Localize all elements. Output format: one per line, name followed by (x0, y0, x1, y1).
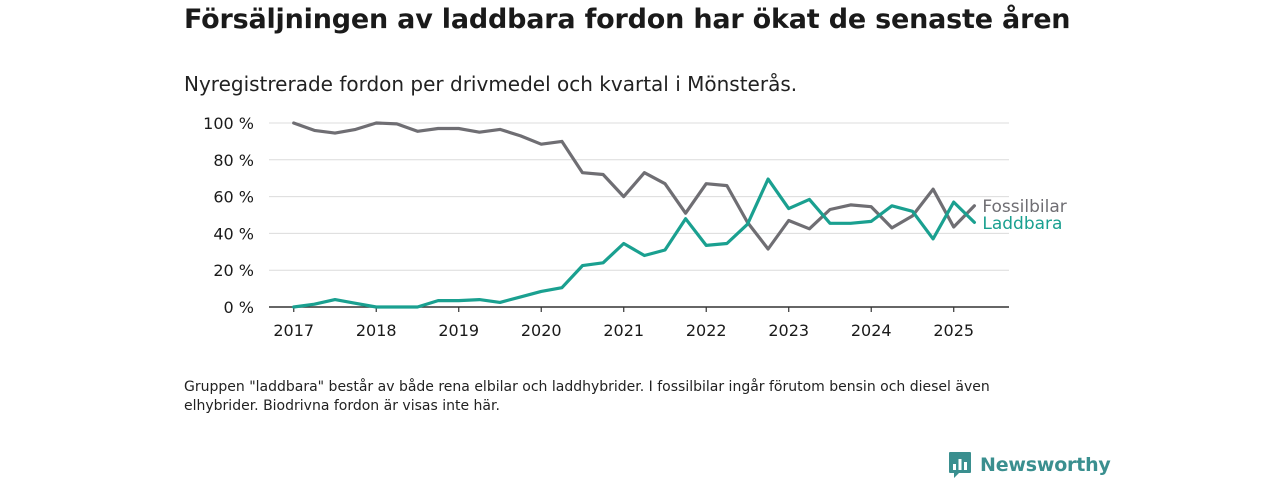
chart-title: Försäljningen av laddbara fordon har öka… (184, 4, 1071, 35)
y-tick-label: 80 % (213, 151, 254, 170)
y-axis-ticks: 0 % 20 % 40 % 60 % 80 % 100 % (203, 114, 254, 317)
y-tick-label: 100 % (203, 114, 254, 133)
x-tick-label: 2025 (933, 321, 974, 340)
x-axis: 2017 2018 2019 2020 2021 2022 2023 2024 2025 (269, 306, 1009, 340)
x-tick-label: 2021 (603, 321, 644, 340)
gridlines (269, 122, 1009, 271)
y-tick-label: 0 % (224, 298, 254, 317)
chart-subtitle: Nyregistrerade fordon per drivmedel och … (184, 72, 798, 96)
y-tick-label: 20 % (213, 261, 254, 280)
x-tick-label: 2017 (273, 321, 314, 340)
chart-bubble-icon (949, 452, 971, 478)
series-label-laddbara: Laddbara (982, 214, 1062, 234)
logo-text: Newsworthy (980, 454, 1111, 476)
series-lines (292, 121, 977, 309)
footnote: Gruppen "laddbara" består av både rena e… (184, 379, 990, 414)
y-tick-label: 40 % (213, 224, 254, 243)
x-tick-label: 2022 (686, 321, 727, 340)
x-tick-label: 2018 (356, 321, 397, 340)
x-tick-label: 2019 (438, 321, 479, 340)
newsworthy-logo: Newsworthy (948, 451, 1111, 479)
series-line-fossilbilar (292, 121, 977, 251)
y-tick-label: 60 % (213, 188, 254, 207)
x-tick-label: 2023 (768, 321, 809, 340)
series-line-laddbara (292, 177, 977, 309)
x-tick-label: 2020 (521, 321, 562, 340)
series-label-fossilbilar: Fossilbilar (982, 197, 1066, 217)
x-tick-label: 2024 (851, 321, 892, 340)
